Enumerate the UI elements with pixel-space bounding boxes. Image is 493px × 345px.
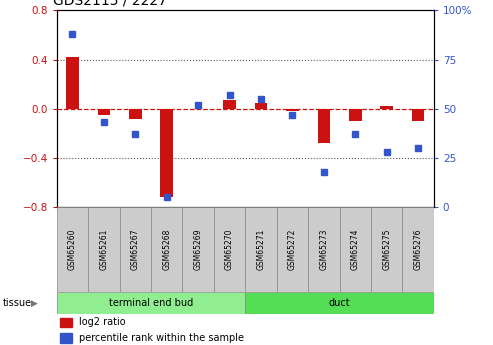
Text: GSM65270: GSM65270 (225, 228, 234, 270)
Bar (57, 292, 245, 314)
Bar (182, 207, 214, 292)
Text: GSM65261: GSM65261 (99, 229, 108, 270)
Text: percentile rank within the sample: percentile rank within the sample (79, 333, 245, 343)
Bar (57, 207, 88, 292)
Bar (66, 57, 79, 109)
Bar (286, 109, 299, 111)
Bar (245, 207, 277, 292)
Text: GSM65274: GSM65274 (351, 228, 360, 270)
Bar (381, 106, 393, 109)
Bar (223, 100, 236, 109)
Bar (88, 207, 119, 292)
Bar (371, 207, 402, 292)
Bar (277, 207, 308, 292)
Bar (160, 109, 173, 197)
Text: GSM65269: GSM65269 (194, 228, 203, 270)
Bar (129, 109, 141, 119)
Text: GSM65268: GSM65268 (162, 229, 171, 270)
Text: duct: duct (329, 298, 351, 308)
Bar (317, 109, 330, 143)
Text: GSM65273: GSM65273 (319, 228, 328, 270)
Bar (61, 318, 72, 327)
Bar (340, 207, 371, 292)
Text: GSM65260: GSM65260 (68, 228, 77, 270)
Text: ▶: ▶ (31, 298, 37, 307)
Text: GDS2115 / 2227: GDS2115 / 2227 (53, 0, 167, 8)
Bar (214, 207, 246, 292)
Bar (151, 207, 182, 292)
Bar (412, 109, 424, 121)
Text: GSM65271: GSM65271 (256, 229, 266, 270)
Text: GSM65267: GSM65267 (131, 228, 140, 270)
Bar (245, 292, 434, 314)
Bar (308, 207, 340, 292)
Bar (255, 102, 267, 109)
Text: tissue: tissue (2, 298, 32, 308)
Bar (349, 109, 361, 121)
Bar (402, 207, 434, 292)
Bar (98, 109, 110, 115)
Text: GSM65275: GSM65275 (382, 228, 391, 270)
Text: GSM65276: GSM65276 (414, 228, 423, 270)
Text: GSM65272: GSM65272 (288, 229, 297, 270)
Bar (61, 333, 72, 343)
Bar (119, 207, 151, 292)
Text: log2 ratio: log2 ratio (79, 317, 126, 327)
Text: terminal end bud: terminal end bud (109, 298, 193, 308)
